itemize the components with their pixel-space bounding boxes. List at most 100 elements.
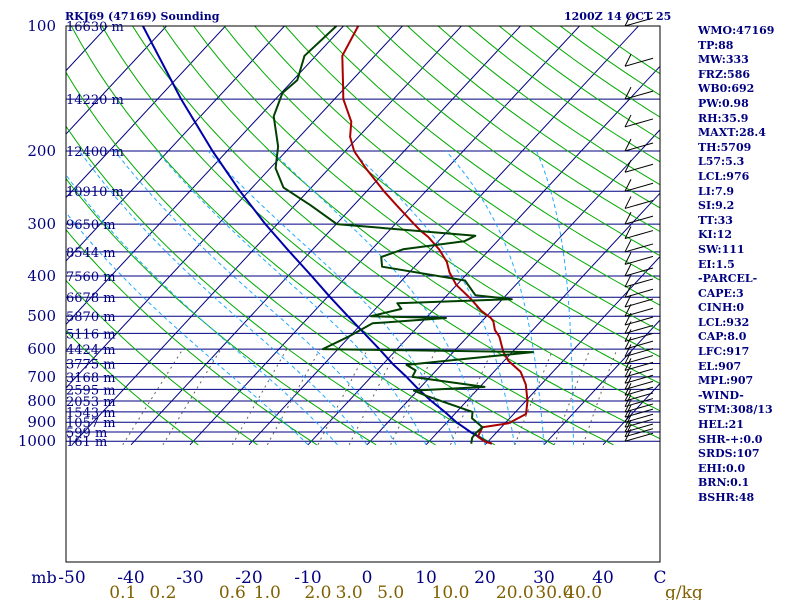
- dry-adiabat-line: [192, 26, 660, 385]
- moist-adiabat-line: [114, 150, 397, 446]
- wind-barb: [624, 394, 632, 407]
- wind-barb: [624, 423, 654, 433]
- wind-barb: [624, 388, 632, 402]
- height-level-label: 4424 m: [66, 343, 116, 358]
- dry-adiabat-line: [345, 26, 660, 257]
- mixing-ratio-unit-label: g/kg: [665, 583, 703, 600]
- height-level-label: 5870 m: [66, 310, 116, 325]
- wind-barb: [624, 418, 654, 428]
- pressure-tick-label: 900: [27, 413, 56, 431]
- pressure-tick-label: 1000: [18, 432, 56, 450]
- mixing-ratio-line: [553, 348, 591, 445]
- wind-barb: [624, 380, 654, 390]
- stability-index-item: CAPE:3: [698, 286, 744, 300]
- mixing-ratio-tick-label: 30.0: [535, 583, 573, 600]
- temperature-tick-label: -50: [58, 568, 85, 588]
- temperature-tick-label: 40: [592, 568, 614, 588]
- isotherm-line: [66, 26, 404, 389]
- mixing-ratio-tick-label: 2.0: [304, 583, 331, 600]
- height-level-label: 161 m: [66, 435, 107, 450]
- height-level-label: 599 m: [66, 426, 107, 441]
- dry-adiabat-line: [131, 26, 660, 440]
- wind-barb: [624, 361, 654, 371]
- stability-index-item: BSHR:48: [698, 491, 755, 504]
- dry-adiabat-line: [66, 330, 199, 446]
- wind-barb: [624, 138, 632, 152]
- stability-index-item: L57:5.3: [698, 155, 745, 169]
- wind-barb: [624, 424, 632, 437]
- dry-adiabat-line: [284, 26, 660, 306]
- wind-barb: [624, 404, 632, 418]
- moist-adiabat-line: [66, 174, 338, 446]
- wind-barb: [624, 374, 654, 384]
- moist-adiabat-line: [207, 150, 456, 445]
- mixing-ratio-line: [582, 348, 618, 445]
- pressure-tick-label: 600: [27, 340, 56, 358]
- temperature-tick-label: 30: [533, 568, 555, 588]
- temperature-tick-label: -10: [294, 568, 321, 588]
- wind-barbs: [624, 13, 661, 562]
- dry-adiabat-line: [315, 26, 660, 281]
- wind-barb: [624, 252, 632, 265]
- mixing-ratio-tick-label: 5.0: [377, 583, 404, 600]
- dry-adiabat-line: [406, 26, 660, 209]
- wind-barb: [624, 243, 654, 253]
- height-level-label: 1057 m: [66, 416, 116, 431]
- wind-barb: [624, 226, 632, 239]
- pressure-axis-label: mb: [31, 568, 56, 587]
- wind-barb: [624, 371, 632, 384]
- isotherm-line: [248, 26, 640, 446]
- wind-barb: [624, 285, 632, 298]
- height-level-label: 6678 m: [66, 291, 116, 306]
- isotherm-line: [71, 26, 463, 446]
- wind-barb: [624, 54, 632, 67]
- wind-barb: [624, 386, 654, 396]
- stability-index-item: SW:111: [698, 242, 745, 256]
- mixing-ratio-line: [514, 348, 554, 445]
- stability-index-item: WB0:692: [698, 82, 755, 96]
- stability-index-item: SRDS:107: [698, 447, 760, 461]
- stability-index-item: EI:1.5: [698, 257, 735, 271]
- wind-barb: [624, 255, 654, 265]
- mixing-ratio-tick-label: 10.0: [432, 583, 470, 600]
- isotherm-line: [307, 65, 660, 446]
- wind-barb: [624, 413, 654, 423]
- wind-barb: [624, 160, 632, 173]
- pressure-tick-label: 400: [27, 267, 56, 285]
- stability-index-item: EL:907: [698, 359, 742, 373]
- stability-index-item: KI:12: [698, 228, 733, 242]
- temperature-tick-label: 10: [415, 568, 437, 588]
- stability-index-item: LFC:917: [698, 345, 750, 359]
- wind-barb: [624, 408, 654, 418]
- wind-barb: [624, 278, 654, 288]
- isotherm-line: [66, 26, 227, 199]
- wind-barb: [624, 410, 632, 423]
- wind-barb: [624, 239, 632, 253]
- wind-barb: [624, 230, 654, 240]
- height-level-label: 14220 m: [66, 93, 124, 108]
- moist-adiabat-line: [66, 211, 309, 446]
- wind-barb: [624, 17, 654, 27]
- wind-barb: [624, 86, 632, 100]
- stability-index-item: CINH:0: [698, 301, 745, 315]
- wind-barb: [624, 294, 632, 308]
- wind-barb: [624, 414, 632, 428]
- wind-barb: [624, 336, 632, 350]
- wind-barb: [624, 316, 654, 326]
- pressure-tick-label: 500: [27, 307, 56, 325]
- wind-barb: [624, 399, 632, 413]
- isotherm-line: [66, 26, 168, 135]
- height-level-label: 8544 m: [66, 246, 116, 261]
- dry-adiabat-line: [254, 26, 660, 332]
- dry-adiabat-line: [66, 125, 436, 446]
- wind-barb: [624, 344, 632, 357]
- temperature-tick-label: -40: [117, 568, 144, 588]
- stability-index-item: WMO:47169: [698, 24, 775, 37]
- dry-adiabat-line: [66, 279, 258, 446]
- wind-barb: [624, 383, 632, 396]
- isotherm-line: [66, 26, 286, 262]
- stability-index-item: STM:308/13: [698, 403, 773, 417]
- wind-barb: [624, 403, 654, 413]
